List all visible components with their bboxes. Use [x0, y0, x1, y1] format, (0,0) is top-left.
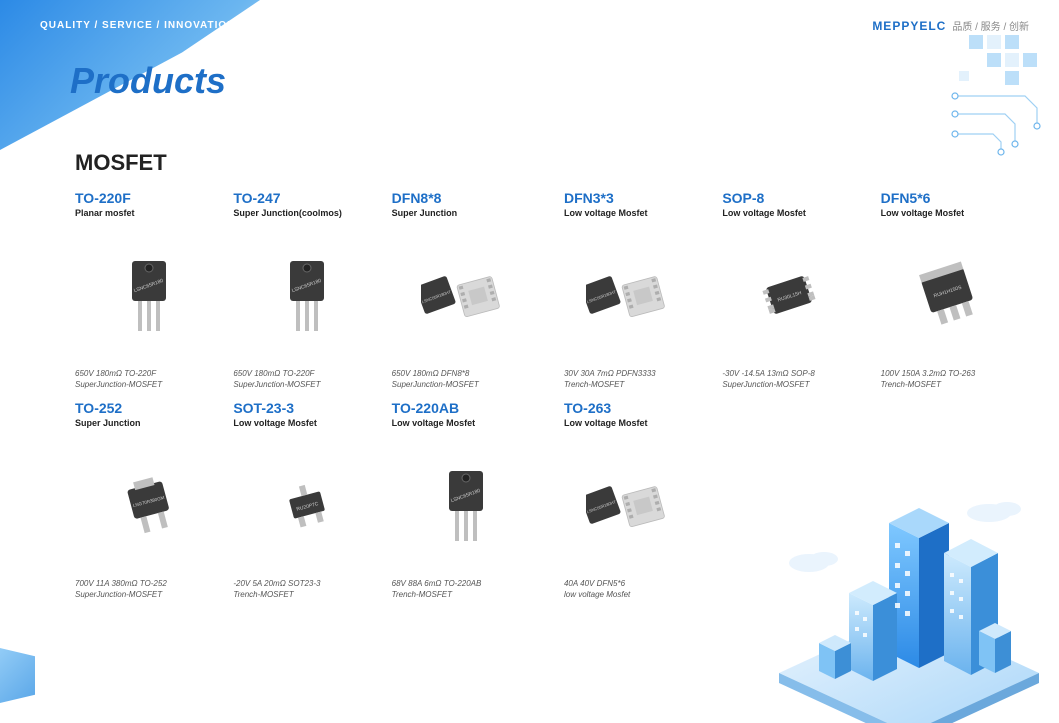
deco-circuit-icon — [949, 90, 1059, 160]
product-spec: 68V 88A 6mΩ TO-220AB Trench-MOSFET — [392, 579, 540, 600]
product-card: TO-220F Planar mosfet LSNC65R180 650V 18… — [75, 190, 223, 390]
product-card: DFN8*8 Super Junction LSNC65R180HT 650V … — [392, 190, 540, 390]
brand-tag-cn: 品质 / 服务 / 创新 — [952, 18, 1029, 33]
product-name: DFN3*3 — [564, 190, 698, 206]
product-image-icon: RUH1H150S — [881, 226, 1015, 363]
product-card: TO-247 Super Junction(coolmos) LSNC65R18… — [233, 190, 381, 390]
brand-block: MEPPYELC 品质 / 服务 / 创新 — [872, 18, 1029, 33]
product-spec: 650V 180mΩ TO-220F SuperJunction-MOSFET — [75, 369, 223, 390]
product-image-icon: RU30L15H — [722, 226, 856, 363]
product-card: DFN3*3 Low voltage Mosfet LSNC65R180HT 3… — [564, 190, 698, 390]
product-subtitle: Low voltage Mosfet — [233, 418, 381, 428]
product-spec: 40A 40V DFN5*6 low voltage Mosfet — [564, 579, 698, 600]
product-image-icon: LNG70R380GM — [75, 436, 223, 573]
product-subtitle: Super Junction — [392, 208, 540, 218]
deco-iso-city-icon — [739, 443, 1059, 723]
product-subtitle: Planar mosfet — [75, 208, 223, 218]
product-image-icon: LSNC65R180HT — [564, 226, 698, 363]
product-name: DFN5*6 — [881, 190, 1015, 206]
product-card: SOT-23-3 Low voltage Mosfet RU20P7C -20V… — [233, 400, 381, 600]
product-card: TO-220AB Low voltage Mosfet LSNC65R180 6… — [392, 400, 540, 600]
deco-bottom-left-icon — [0, 648, 35, 703]
product-subtitle: Super Junction(coolmos) — [233, 208, 381, 218]
product-name: TO-252 — [75, 400, 223, 416]
product-spec: 100V 150A 3.2mΩ TO-263 Trench-MOSFET — [881, 369, 1015, 390]
product-spec: -20V 5A 20mΩ SOT23-3 Trench-MOSFET — [233, 579, 381, 600]
product-subtitle: Low voltage Mosfet — [722, 208, 856, 218]
product-subtitle: Low voltage Mosfet — [564, 208, 698, 218]
page-title: Products — [70, 60, 226, 102]
product-subtitle: Low voltage Mosfet — [392, 418, 540, 428]
product-spec: 30V 30A 7mΩ PDFN3333 Trench-MOSFET — [564, 369, 698, 390]
product-subtitle: Low voltage Mosfet — [881, 208, 1015, 218]
product-image-icon: RU20P7C — [233, 436, 381, 573]
product-card: DFN5*6 Low voltage Mosfet RUH1H150S 100V… — [881, 190, 1015, 390]
product-name: SOT-23-3 — [233, 400, 381, 416]
product-spec: 650V 180mΩ DFN8*8 SuperJunction-MOSFET — [392, 369, 540, 390]
tagline: QUALITY / SERVICE / INNOVATION — [40, 20, 235, 31]
section-title: MOSFET — [75, 150, 167, 176]
product-subtitle: Super Junction — [75, 418, 223, 428]
product-image-icon: LSNC65R180HT — [392, 226, 540, 363]
product-card: TO-252 Super Junction LNG70R380GM 700V 1… — [75, 400, 223, 600]
product-image-icon: LSNC65R180 — [75, 226, 223, 363]
product-name: TO-220F — [75, 190, 223, 206]
product-card: TO-263 Low voltage Mosfet LSNC65R180HT 4… — [564, 400, 698, 600]
product-spec: -30V -14.5A 13mΩ SOP-8 SuperJunction-MOS… — [722, 369, 856, 390]
product-image-icon: LSNC65R180HT — [564, 436, 698, 573]
product-spec: 700V 11A 380mΩ TO-252 SuperJunction-MOSF… — [75, 579, 223, 600]
product-subtitle: Low voltage Mosfet — [564, 418, 698, 428]
product-image-icon: LSNC65R180 — [233, 226, 381, 363]
product-name: DFN8*8 — [392, 190, 540, 206]
product-spec: 650V 180mΩ TO-220F SuperJunction-MOSFET — [233, 369, 381, 390]
product-card: SOP-8 Low voltage Mosfet RU30L15H -30V -… — [722, 190, 856, 390]
product-image-icon: LSNC65R180 — [392, 436, 540, 573]
product-name: SOP-8 — [722, 190, 856, 206]
brand-logo: MEPPYELC — [872, 19, 946, 33]
product-name: TO-263 — [564, 400, 698, 416]
product-name: TO-220AB — [392, 400, 540, 416]
product-name: TO-247 — [233, 190, 381, 206]
